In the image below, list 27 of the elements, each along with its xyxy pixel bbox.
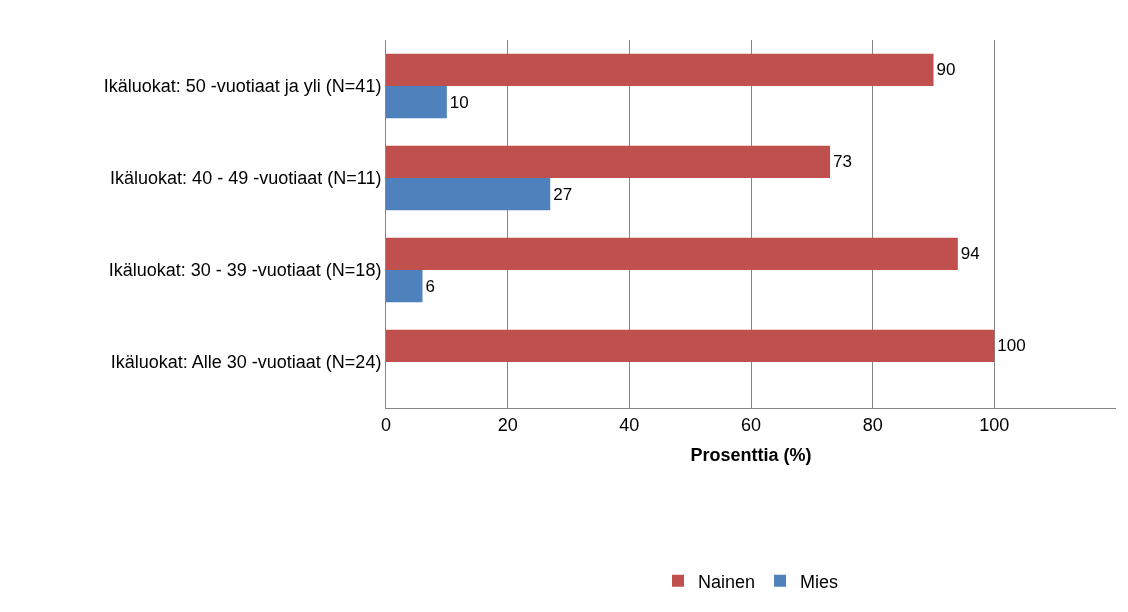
x-tick-label: 20 [497,414,518,435]
bar [386,178,551,211]
x-tick-label: 60 [740,414,762,435]
y-tick-label: Ikäluokat: 50 -vuotiaat ja yli (N=41) [103,76,382,97]
bar [386,145,831,178]
x-tick-label: 40 [619,414,640,435]
data-label: 100 [997,336,1026,356]
bar [386,53,934,86]
y-tick-label: Ikäluokat: Alle 30 -vuotiaat (N=24) [110,352,382,373]
data-label: 27 [553,184,573,204]
bar [386,86,447,119]
data-label: 73 [833,152,852,172]
legend-label: Nainen [698,571,756,592]
y-tick-label: Ikäluokat: 30 - 39 -vuotiaat (N=18) [108,260,382,281]
legend-label: Mies [800,571,839,592]
data-label: 90 [936,60,956,80]
y-tick-label: Ikäluokat: 40 - 49 -vuotiaat (N=11) [110,168,382,189]
bar [386,237,958,270]
x-tick-label: 80 [862,414,883,435]
bar [386,329,995,362]
data-label: 10 [449,92,469,112]
x-tick-label: 0 [380,414,392,435]
x-tick-label: 100 [979,414,1010,435]
data-label: 94 [960,244,980,264]
data-label: 6 [425,276,435,296]
bar [386,270,423,303]
x-axis-title: Prosenttia (%) [690,444,812,465]
